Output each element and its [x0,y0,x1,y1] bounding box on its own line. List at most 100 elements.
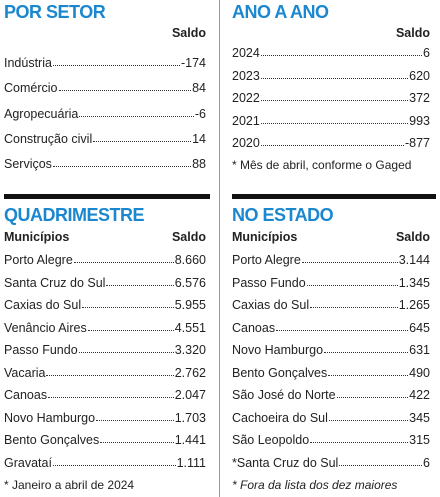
row-label: Serviços [4,157,52,172]
column-header: Saldo [395,26,430,40]
dot-leader [100,442,174,444]
table-row: Cachoeira do Sul 345 [232,409,430,425]
row-value: -877 [404,136,430,150]
dot-leader [73,262,174,263]
row-value: 6.576 [174,275,206,290]
row-value: 372 [409,91,430,105]
footnote: * Janeiro a abril de 2024 [4,477,135,492]
row-value: -6 [194,106,206,121]
table-row: Agropecuária -6 [4,105,206,121]
table-row: Canoas 2.047 [4,386,206,402]
dot-leader [58,90,192,92]
row-value: 345 [409,410,430,425]
row-value: 4.551 [174,320,206,335]
row-label: São José do Norte [232,388,336,403]
row-value: 5.955 [174,298,206,313]
row-label: Gravataí [4,455,52,470]
row-value: 14 [192,131,206,146]
column-header: Municípios [232,230,298,244]
row-label: 2024 [232,46,260,60]
section-title: QUADRIMESTRE [4,205,145,225]
dot-leader [310,307,398,309]
table-row: Porto Alegre 8.660 [4,251,206,267]
table-row: Construção civil 14 [4,130,206,146]
table-row: Bento Gonçalves 490 [232,364,430,380]
dot-leader [336,397,409,399]
dot-leader [78,352,174,354]
row-label: Indústria [4,56,52,70]
footnote: * Fora da lista dos dez maiores [232,477,398,492]
table-row: São Leopoldo 315 [232,431,430,447]
row-label: 2020 [232,136,260,150]
row-value: 1.265 [398,298,430,313]
dot-leader [328,374,409,376]
section-title: NO ESTADO [232,205,334,225]
footnote: * Mês de abril, conforme o Gaged [232,157,412,172]
dot-leader [96,419,174,421]
table-row: Passo Fundo 1.345 [232,274,430,290]
column-header: Saldo [171,230,206,244]
section-title: POR SETOR [4,2,106,22]
table-row: Novo Hamburgo 1.703 [4,409,206,425]
row-label: Construção civil [4,131,93,146]
table-row: 2023 620 [232,67,430,83]
dot-leader [79,115,194,117]
row-label: 2021 [232,113,260,128]
dot-leader [260,55,423,56]
dot-leader [310,442,409,444]
dot-leader [324,352,409,354]
dot-leader [328,419,409,421]
row-label: Comércio [4,81,58,96]
table-row: Venâncio Aires 4.551 [4,319,206,335]
table-row: 2020 -877 [232,134,430,150]
row-value: 3.320 [174,343,206,358]
dot-leader [301,262,398,263]
row-label: Porto Alegre [4,253,73,267]
dot-leader [52,464,176,466]
row-value: 3.144 [398,253,430,267]
table-row: Passo Fundo 3.320 [4,341,206,357]
row-value: 620 [409,68,430,83]
dot-leader [306,284,398,286]
dot-leader [48,397,174,399]
row-label: Caxias do Sul [4,298,82,313]
section-bar [232,194,436,199]
row-value: 84 [192,81,206,96]
dot-leader [276,329,409,331]
row-value: 490 [409,365,430,380]
row-label: Santa Cruz do Sul [4,275,106,290]
row-value: 2.762 [174,365,206,380]
row-value: 6 [423,455,430,470]
dot-leader [93,140,192,142]
row-value: 1.345 [398,275,430,290]
table-row: 2021 993 [232,112,430,128]
table-row: 2024 6 [232,44,430,60]
row-label: Canoas [4,388,48,403]
dot-leader [52,65,180,66]
row-value: 6 [423,46,430,60]
row-label: Novo Hamburgo [4,410,96,425]
row-value: 631 [409,343,430,358]
table-row: Gravataí 1.111 [4,454,206,470]
table-row: Serviços 88 [4,155,206,171]
row-label: Agropecuária [4,106,79,121]
table-row: Canoas 645 [232,319,430,335]
row-value: 1.441 [174,433,206,448]
row-value: 1.703 [174,410,206,425]
row-value: 993 [409,113,430,128]
table-row: Porto Alegre 3.144 [232,251,430,267]
row-label: Venâncio Aires [4,320,87,335]
table-row: *Santa Cruz do Sul 6 [232,454,430,470]
table-row: Comércio 84 [4,79,206,95]
row-label: Bento Gonçalves [4,433,100,448]
row-label: Passo Fundo [4,343,78,358]
row-value: 2.047 [174,388,206,403]
section-title: ANO A ANO [232,2,329,22]
table-row: 2022 372 [232,89,430,105]
dot-leader [260,145,404,146]
dot-leader [260,122,409,124]
row-label: Cachoeira do Sul [232,410,328,425]
section-bar [4,194,210,199]
row-value: 88 [192,157,206,172]
